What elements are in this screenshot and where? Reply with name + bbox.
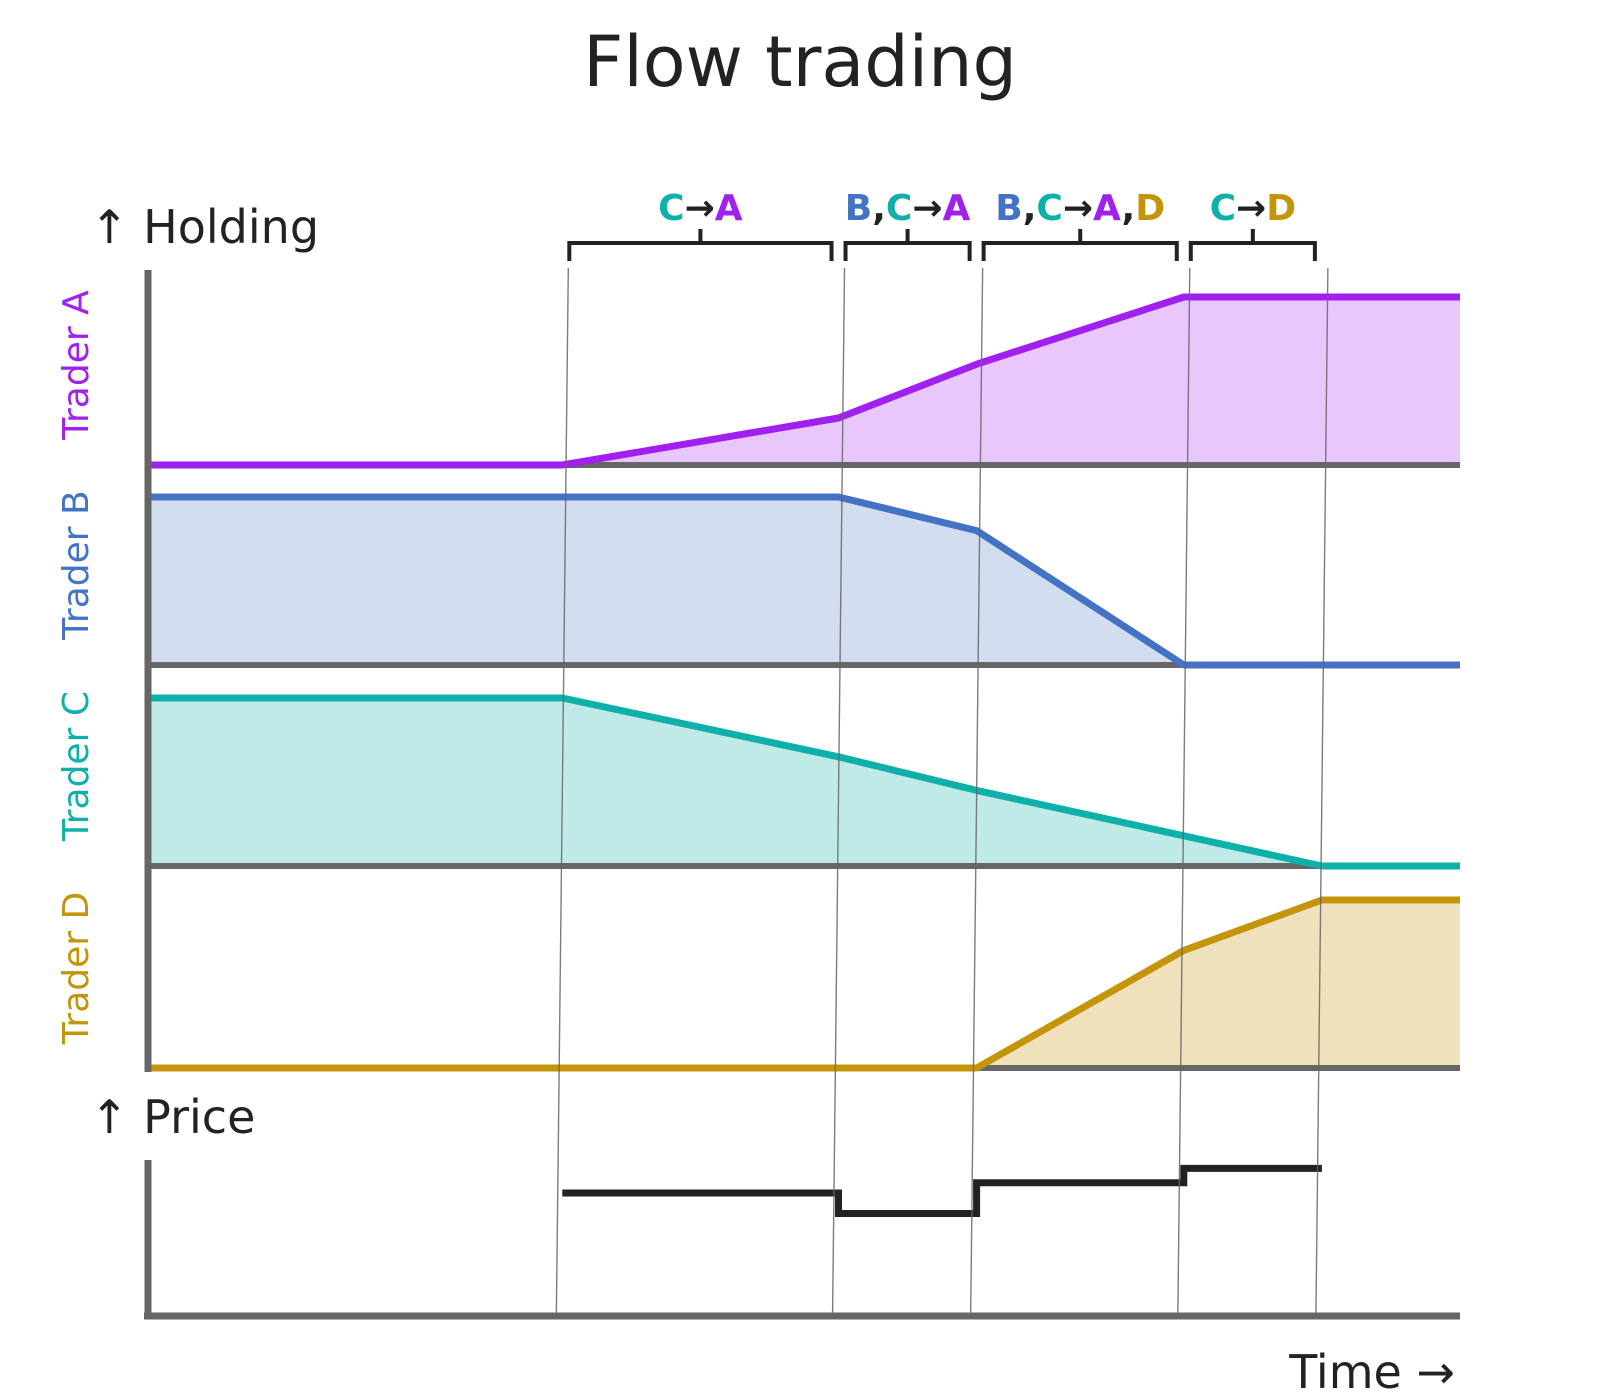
trader-panel-d: Trader D	[56, 892, 1460, 1072]
segment-label: B,C→A	[845, 188, 971, 229]
diagram-title: Flow trading	[583, 21, 1017, 103]
segment-bracket	[1188, 229, 1317, 261]
price-panel	[144, 1160, 1460, 1320]
segment-label-part: →	[912, 188, 942, 229]
segment-2: B,C→A	[843, 188, 972, 261]
segment-label-part: C	[1210, 188, 1236, 229]
segment-label: C→D	[1210, 188, 1296, 229]
segment-label-part: ,	[1122, 188, 1136, 229]
trader-label-a: Trader A	[56, 290, 97, 441]
trader-panel-c: Trader C	[56, 691, 1460, 870]
holding-area-b	[148, 497, 1460, 665]
time-guide-line	[1177, 267, 1191, 1319]
segment-bracket	[843, 229, 972, 261]
trader-panel-a: Trader A	[56, 290, 1460, 469]
segment-bracket	[981, 229, 1179, 261]
trader-label-c: Trader C	[56, 691, 97, 842]
segment-label-part: C	[658, 188, 684, 229]
segment-label-part: A	[1093, 188, 1122, 229]
holding-line-b	[148, 493, 1460, 669]
time-guide-line	[555, 267, 570, 1319]
segment-3: B,C→A,D	[981, 188, 1179, 261]
segment-label-part: A	[715, 188, 743, 229]
segment-label-part: →	[1236, 188, 1266, 229]
holding-line-a	[148, 293, 1460, 469]
segment-1: C→A	[567, 188, 834, 261]
holding-panels: Trader A Trader B Trader C Trader D	[56, 270, 1460, 1072]
segment-label: C→A	[658, 188, 743, 229]
holding-axis-label: ↑ Holding	[90, 200, 319, 254]
time-guide-lines	[555, 267, 1329, 1319]
segment-label-part: →	[685, 188, 715, 229]
segment-label-part: ,	[1023, 188, 1037, 229]
holding-area-c	[148, 698, 1460, 866]
time-guide-line	[831, 267, 846, 1319]
segment-label-part: B	[995, 188, 1022, 229]
time-guide-line	[969, 267, 984, 1319]
segment-label-part: D	[1135, 188, 1165, 229]
time-guide-line	[1315, 267, 1329, 1319]
segment-label-part: →	[1063, 188, 1093, 229]
segment-label-part: B	[845, 188, 872, 229]
segment-brackets: C→A B,C→A B,C→A,D C→D	[567, 188, 1317, 261]
segment-label-part: A	[943, 188, 971, 229]
segment-4: C→D	[1188, 188, 1317, 261]
segment-label-part: ,	[872, 188, 886, 229]
holding-area-a	[148, 297, 1460, 465]
segment-label-part: C	[1036, 188, 1062, 229]
time-axis-label: Time →	[1288, 1345, 1455, 1396]
holding-area-d	[148, 900, 1460, 1068]
segment-label-part: D	[1266, 188, 1296, 229]
holding-line-d	[148, 896, 1460, 1072]
price-step-line	[562, 1164, 1322, 1217]
segment-label-part: C	[886, 188, 912, 229]
segment-label: B,C→A,D	[995, 188, 1165, 229]
segment-bracket	[567, 229, 834, 261]
trader-label-b: Trader B	[56, 490, 97, 641]
trader-label-d: Trader D	[56, 892, 97, 1046]
trader-panel-b: Trader B	[56, 490, 1460, 669]
price-axis-label: ↑ Price	[90, 1090, 255, 1144]
